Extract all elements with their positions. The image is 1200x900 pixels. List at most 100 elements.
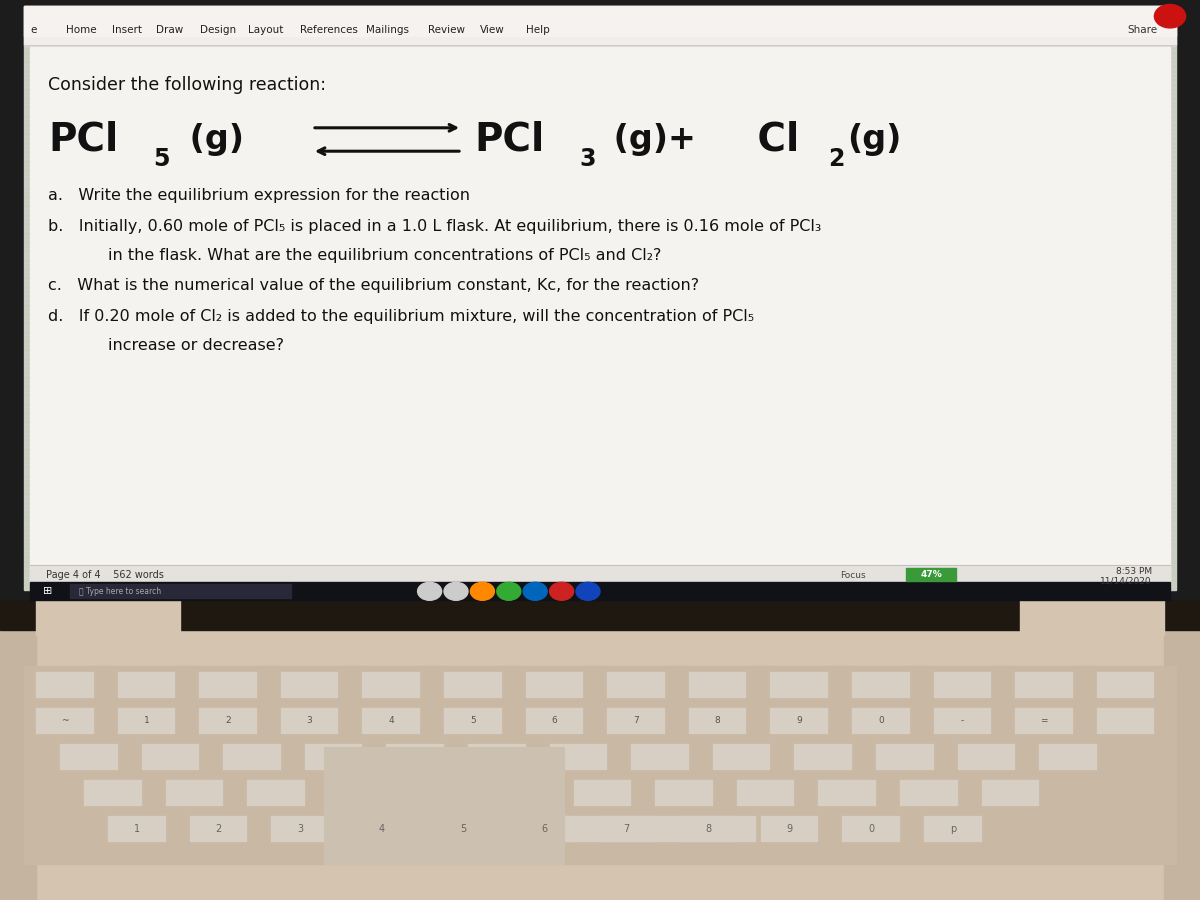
Bar — [24, 430, 1176, 432]
Circle shape — [470, 582, 494, 600]
Bar — [934, 708, 991, 734]
Bar — [386, 744, 444, 770]
Bar — [142, 744, 199, 770]
Text: Review: Review — [428, 24, 466, 35]
Bar — [24, 165, 1176, 166]
Text: e: e — [30, 24, 36, 35]
Bar — [24, 666, 1176, 864]
Bar — [24, 30, 1176, 32]
Bar — [24, 426, 1176, 428]
Bar — [607, 672, 665, 698]
Text: View: View — [480, 24, 505, 35]
Bar — [24, 313, 1176, 315]
Bar — [24, 331, 1176, 333]
Bar — [24, 367, 1176, 369]
Text: Focus: Focus — [840, 571, 865, 580]
Bar — [362, 672, 420, 698]
Bar — [24, 309, 1176, 310]
Text: (g)+: (g)+ — [602, 123, 696, 156]
Text: ⊞: ⊞ — [43, 586, 53, 597]
Bar — [24, 282, 1176, 284]
Bar — [934, 672, 991, 698]
Bar — [24, 214, 1176, 216]
Bar — [24, 520, 1176, 522]
Bar — [199, 672, 257, 698]
Bar — [30, 47, 1170, 585]
Text: 2: 2 — [828, 148, 845, 171]
Bar — [24, 93, 1176, 94]
Bar — [24, 232, 1176, 234]
Bar — [24, 507, 1176, 508]
Bar — [281, 672, 338, 698]
Bar — [24, 187, 1176, 189]
Bar — [24, 192, 1176, 194]
Bar — [679, 816, 737, 842]
Bar — [24, 552, 1176, 554]
Text: (g): (g) — [847, 123, 901, 156]
Bar — [24, 498, 1176, 500]
Text: 9: 9 — [797, 716, 802, 725]
Text: a.   Write the equilibrium expression for the reaction: a. Write the equilibrium expression for … — [48, 188, 470, 202]
Bar — [24, 133, 1176, 135]
Bar — [24, 48, 1176, 50]
Bar — [24, 570, 1176, 572]
Circle shape — [497, 582, 521, 600]
Bar — [24, 484, 1176, 486]
Bar — [24, 363, 1176, 365]
Bar — [24, 399, 1176, 400]
Text: Share: Share — [1128, 24, 1158, 35]
Bar — [329, 780, 386, 806]
Text: Page 4 of 4    562 words: Page 4 of 4 562 words — [46, 570, 163, 580]
Bar — [24, 376, 1176, 378]
Bar — [1039, 744, 1097, 770]
Bar — [761, 816, 818, 842]
Bar — [24, 246, 1176, 248]
Bar — [36, 672, 94, 698]
Bar — [492, 780, 550, 806]
Bar — [842, 816, 900, 842]
Bar — [24, 466, 1176, 468]
Bar — [24, 97, 1176, 99]
Text: 2: 2 — [226, 716, 230, 725]
Bar — [574, 780, 631, 806]
Bar — [24, 223, 1176, 225]
Bar — [24, 169, 1176, 171]
Bar — [24, 264, 1176, 266]
Bar — [444, 672, 502, 698]
Bar — [24, 273, 1176, 274]
Bar — [689, 672, 746, 698]
Bar — [24, 12, 1176, 14]
Bar — [24, 336, 1176, 338]
Bar — [24, 390, 1176, 392]
Bar — [223, 744, 281, 770]
Bar — [24, 583, 1176, 585]
Bar — [24, 66, 1176, 68]
Bar — [1097, 672, 1154, 698]
Bar — [24, 241, 1176, 243]
Bar — [24, 408, 1176, 410]
Bar — [876, 744, 934, 770]
Bar — [24, 111, 1176, 112]
Text: 4: 4 — [378, 824, 385, 834]
Bar — [24, 142, 1176, 144]
Text: -: - — [961, 716, 964, 725]
Bar — [24, 529, 1176, 531]
Bar — [924, 816, 982, 842]
Bar — [24, 219, 1176, 220]
Bar — [1015, 672, 1073, 698]
Bar — [713, 744, 770, 770]
Text: c.   What is the numerical value of the equilibrium constant, Kᴄ, for the reacti: c. What is the numerical value of the eq… — [48, 278, 700, 293]
Text: Insert: Insert — [112, 24, 142, 35]
Bar — [24, 354, 1176, 356]
Bar — [36, 585, 180, 634]
Bar — [24, 489, 1176, 491]
Bar — [24, 7, 1176, 9]
Bar — [1164, 612, 1200, 900]
Bar — [271, 816, 329, 842]
Circle shape — [444, 582, 468, 600]
Text: 0: 0 — [878, 716, 883, 725]
Bar — [24, 84, 1176, 86]
Text: Consider the following reaction:: Consider the following reaction: — [48, 76, 326, 94]
Text: b.   Initially, 0.60 mole of PCl₅ is placed in a 1.0 L flask. At equilibrium, th: b. Initially, 0.60 mole of PCl₅ is place… — [48, 220, 821, 234]
Bar — [305, 744, 362, 770]
